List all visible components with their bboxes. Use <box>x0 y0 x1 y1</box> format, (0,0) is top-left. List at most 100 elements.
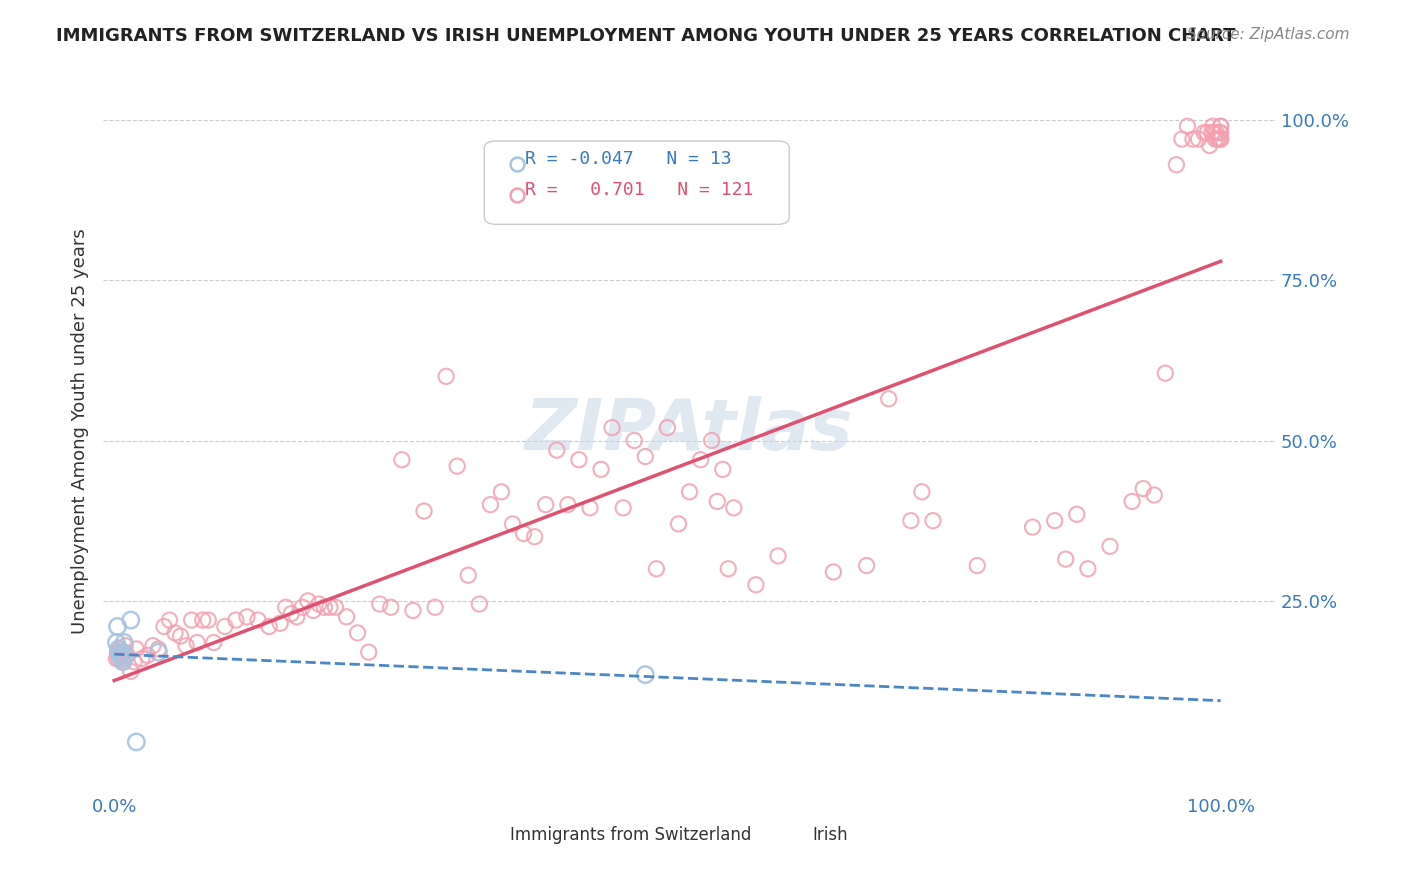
Point <box>546 443 568 458</box>
Point <box>120 613 142 627</box>
Point <box>766 549 789 563</box>
Point <box>523 530 546 544</box>
Point <box>125 735 148 749</box>
Point <box>468 597 491 611</box>
Text: ZIPAtlas: ZIPAtlas <box>526 396 853 466</box>
Point <box>1171 132 1194 146</box>
Point <box>391 452 413 467</box>
Point <box>457 568 479 582</box>
Point <box>159 613 181 627</box>
Point <box>105 651 128 665</box>
Point <box>1177 120 1199 134</box>
Point <box>302 603 325 617</box>
Point <box>1192 126 1215 140</box>
Point <box>922 514 945 528</box>
Text: R = -0.047   N = 13: R = -0.047 N = 13 <box>526 150 733 169</box>
Point <box>1206 132 1229 146</box>
Point <box>689 452 711 467</box>
Point <box>512 526 534 541</box>
Point <box>1209 126 1232 140</box>
Point <box>112 655 135 669</box>
Point <box>1202 126 1225 140</box>
Point <box>105 635 128 649</box>
Point <box>107 645 129 659</box>
Point <box>1209 132 1232 146</box>
Point <box>148 642 170 657</box>
Point <box>108 648 131 663</box>
Point <box>423 600 446 615</box>
Point <box>1121 494 1143 508</box>
Point <box>247 613 270 627</box>
Point <box>966 558 988 573</box>
Point <box>711 462 734 476</box>
Point <box>1209 120 1232 134</box>
Point <box>1204 132 1226 146</box>
Point <box>131 651 153 665</box>
Point <box>1166 158 1188 172</box>
Point <box>357 645 380 659</box>
Point <box>110 645 132 659</box>
Point <box>274 600 297 615</box>
Point <box>153 619 176 633</box>
Point <box>180 613 202 627</box>
Point <box>112 655 135 669</box>
Point <box>280 607 302 621</box>
Point <box>717 562 740 576</box>
Point <box>1077 562 1099 576</box>
Point <box>1197 126 1219 140</box>
Point <box>534 498 557 512</box>
Point <box>325 600 347 615</box>
Point <box>297 594 319 608</box>
Point <box>1132 482 1154 496</box>
Point <box>225 613 247 627</box>
Point <box>214 619 236 633</box>
Point <box>1208 126 1230 140</box>
FancyBboxPatch shape <box>484 141 789 224</box>
Point <box>148 645 170 659</box>
Point <box>1202 120 1225 134</box>
Point <box>1208 132 1230 146</box>
Point <box>700 434 723 448</box>
Point <box>346 626 368 640</box>
Point <box>122 655 145 669</box>
Text: R =   0.701   N = 121: R = 0.701 N = 121 <box>526 181 754 199</box>
Point <box>142 639 165 653</box>
Point <box>117 648 139 663</box>
Point <box>107 642 129 657</box>
Point <box>479 498 502 512</box>
Point <box>413 504 436 518</box>
Point <box>1209 132 1232 146</box>
Point <box>600 420 623 434</box>
Point <box>380 600 402 615</box>
Point <box>491 484 513 499</box>
Point <box>191 613 214 627</box>
Y-axis label: Unemployment Among Youth under 25 years: Unemployment Among Youth under 25 years <box>72 228 89 633</box>
Point <box>568 452 591 467</box>
Point <box>877 392 900 406</box>
Point <box>402 603 425 617</box>
Point <box>579 500 602 515</box>
Point <box>1205 126 1227 140</box>
Point <box>1201 126 1223 140</box>
Point <box>657 420 679 434</box>
Point <box>434 369 457 384</box>
Point <box>107 619 129 633</box>
Point <box>186 635 208 649</box>
Point <box>114 648 136 663</box>
Point <box>706 494 728 508</box>
Point <box>110 648 132 663</box>
Point <box>1143 488 1166 502</box>
Point <box>645 562 668 576</box>
Point <box>335 610 357 624</box>
Text: Irish: Irish <box>813 826 848 844</box>
Point <box>1021 520 1043 534</box>
Point <box>1098 539 1121 553</box>
Point <box>1066 508 1088 522</box>
Point <box>111 651 134 665</box>
Point <box>169 629 191 643</box>
Point <box>745 578 768 592</box>
Point <box>202 635 225 649</box>
Point <box>269 616 291 631</box>
Point <box>723 500 745 515</box>
Point <box>112 645 135 659</box>
